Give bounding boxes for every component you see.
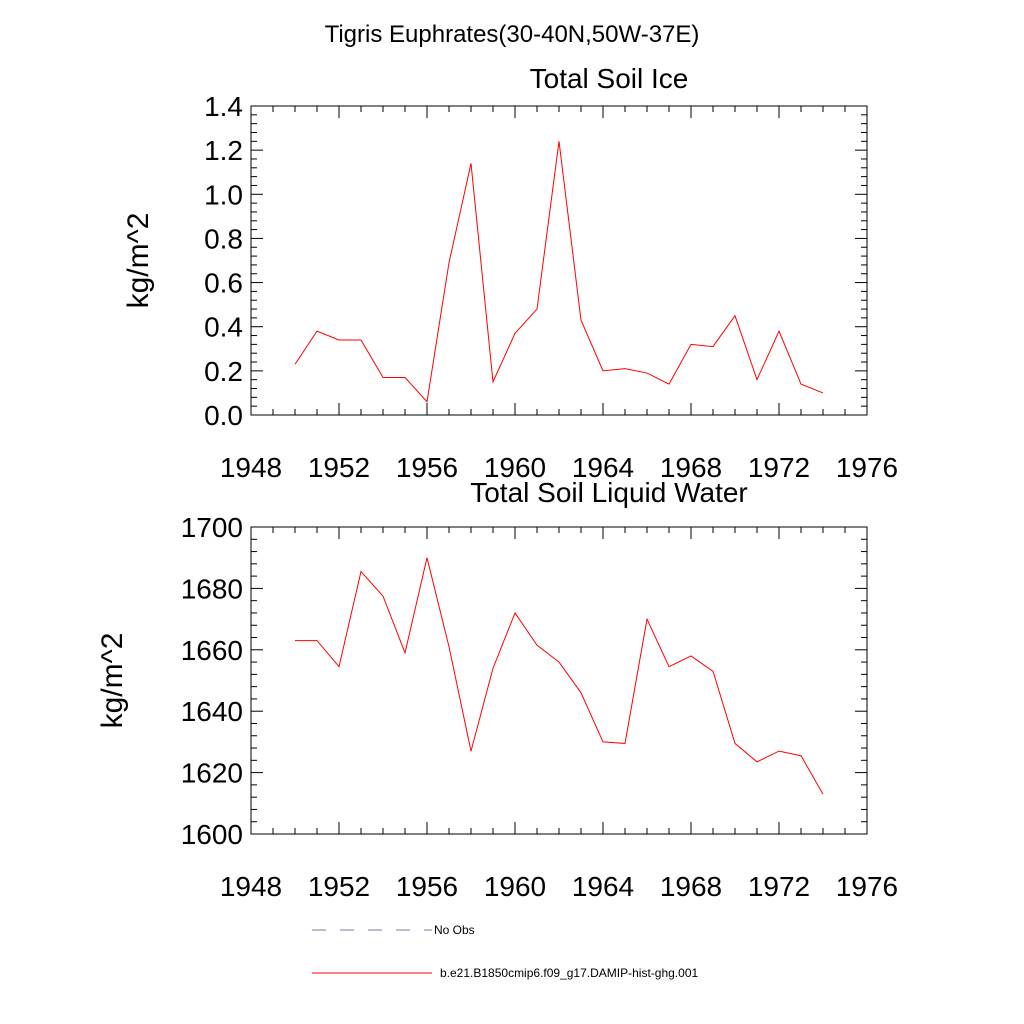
figure-title: Tigris Euphrates(30-40N,50W-37E) xyxy=(325,21,700,48)
x-tick-label: 1956 xyxy=(396,871,458,902)
y-tick-label: 1660 xyxy=(181,635,243,666)
y-tick-label: 1.2 xyxy=(204,135,243,166)
x-tick-label: 1956 xyxy=(396,452,458,483)
x-tick-label: 1976 xyxy=(836,452,898,483)
plot-frame xyxy=(250,105,868,416)
y-tick-label: 1640 xyxy=(181,696,243,727)
y-tick-label: 1680 xyxy=(181,573,243,604)
x-tick-label: 1960 xyxy=(484,452,546,483)
x-tick-label: 1972 xyxy=(748,871,810,902)
y-tick-label: 1.0 xyxy=(204,179,243,210)
panel-title: Total Soil Liquid Water xyxy=(470,477,748,508)
y-axis-label: kg/m^2 xyxy=(96,633,129,729)
legend: No Obs b.e21.B1850cmip6.f09_g17.DAMIP-hi… xyxy=(312,923,698,980)
series-line xyxy=(294,141,824,403)
y-tick-label: 1.4 xyxy=(204,91,243,122)
x-tick-label: 1948 xyxy=(220,871,282,902)
plot-frame xyxy=(250,526,868,835)
x-tick-label: 1960 xyxy=(484,871,546,902)
y-tick-label: 1620 xyxy=(181,758,243,789)
x-tick-label: 1968 xyxy=(660,452,722,483)
x-tick-label: 1972 xyxy=(748,452,810,483)
y-tick-label: 1600 xyxy=(181,819,243,850)
x-tick-label: 1952 xyxy=(308,871,370,902)
x-tick-label: 1948 xyxy=(220,452,282,483)
soil-ice-panel: Total Soil Ice kg/m^2 1948 1952 1956 1960 19… xyxy=(122,63,898,483)
legend-label-no-obs: No Obs xyxy=(434,923,475,937)
panel-title: Total Soil Ice xyxy=(530,63,689,94)
soil-liquid-water-panel: Total Soil Liquid Water kg/m^2 1948 1952 1… xyxy=(96,477,898,902)
series-line xyxy=(295,557,824,795)
y-tick-label: 0.8 xyxy=(204,223,243,254)
y-tick-label: 0.2 xyxy=(204,356,243,387)
y-tick-label: 0.4 xyxy=(204,312,243,343)
x-tick-label: 1964 xyxy=(572,452,634,483)
y-tick-label: 0.0 xyxy=(204,400,243,431)
x-tick-label: 1964 xyxy=(572,871,634,902)
x-tick-label: 1952 xyxy=(308,452,370,483)
y-tick-label: 1700 xyxy=(181,512,243,543)
y-axis-label: kg/m^2 xyxy=(122,213,155,309)
legend-label-model: b.e21.B1850cmip6.f09_g17.DAMIP-hist-ghg.… xyxy=(440,966,698,980)
y-tick-label: 0.6 xyxy=(204,268,243,299)
x-tick-label: 1968 xyxy=(660,871,722,902)
x-tick-label: 1976 xyxy=(836,871,898,902)
